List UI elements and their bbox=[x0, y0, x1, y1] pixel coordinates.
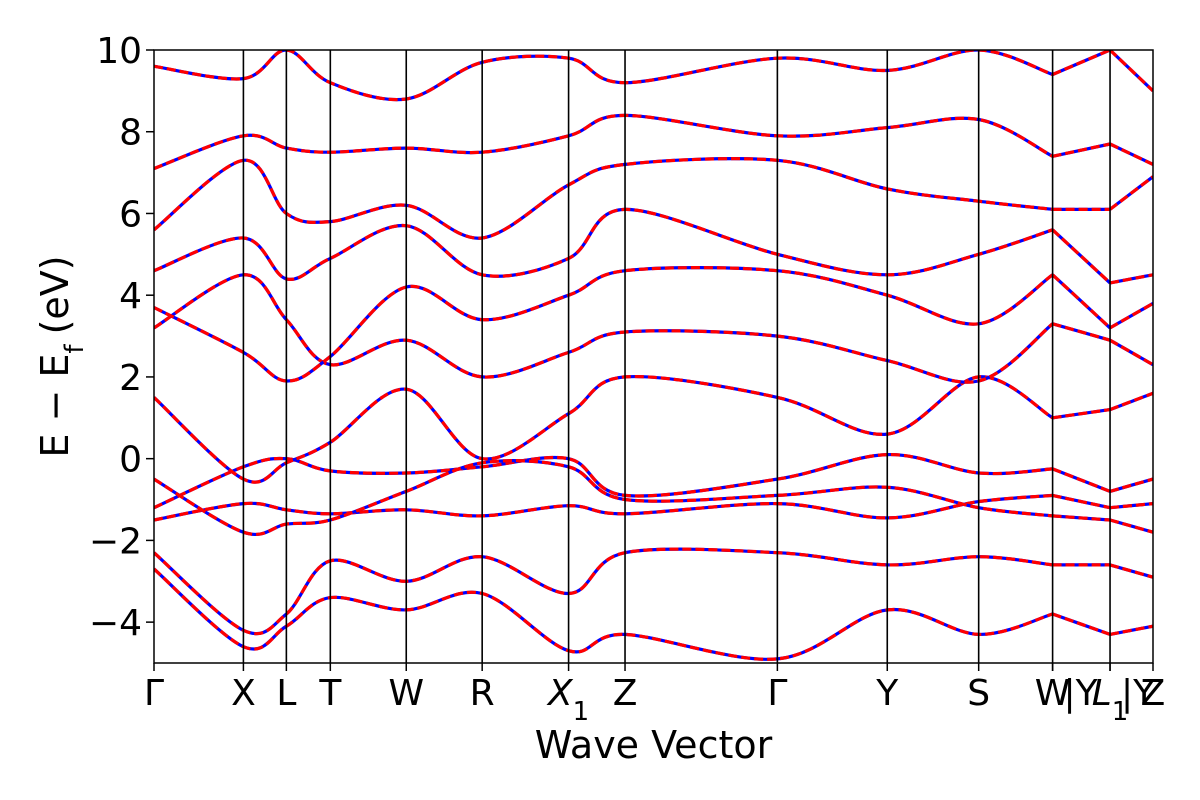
y-tick-label: 8 bbox=[119, 113, 142, 154]
x-tick-label: X1 bbox=[546, 673, 589, 727]
band-6-series-2 bbox=[154, 567, 1054, 661]
band-8-series-2 bbox=[1109, 302, 1153, 330]
band-2-series-2 bbox=[1052, 493, 1111, 510]
band-3-series-2 bbox=[154, 459, 1053, 536]
y-axis: −4 −2 0 2 4 6 8 10 bbox=[89, 31, 154, 644]
band-7-series-2 bbox=[1109, 338, 1153, 367]
band-10-series-2 bbox=[1109, 175, 1153, 211]
band-11-series-2 bbox=[154, 113, 1054, 171]
x-tick-label: S bbox=[967, 673, 990, 714]
band-8-series-2 bbox=[154, 266, 1054, 383]
plot-frame bbox=[153, 49, 1154, 664]
band-6-series-2 bbox=[1052, 612, 1111, 636]
x-tick-label: T bbox=[318, 673, 342, 714]
band-3-series-2 bbox=[1052, 514, 1111, 522]
band-4-series-1 bbox=[154, 374, 1054, 484]
band-5-series-2 bbox=[154, 547, 1053, 636]
x-tick-label: |Y bbox=[1064, 673, 1099, 714]
x-axis-title: Wave Vector bbox=[535, 723, 773, 767]
band-11-series-2 bbox=[1109, 142, 1153, 166]
band-4-series-2 bbox=[154, 374, 1054, 484]
band-9-series-2 bbox=[154, 207, 1054, 281]
y-tick-label: 4 bbox=[119, 276, 142, 317]
band-3-series-2 bbox=[1109, 518, 1153, 534]
y-tick-label: 0 bbox=[119, 440, 142, 481]
x-tick-label: Z bbox=[613, 673, 638, 714]
band-9-series-1 bbox=[154, 207, 1054, 281]
x-tick-label: Γ bbox=[144, 673, 164, 714]
x-tick-label: W bbox=[388, 673, 424, 714]
band-7-series-2 bbox=[1052, 322, 1111, 342]
band-12-series-2 bbox=[154, 50, 1054, 102]
y-axis-title-subscript: f bbox=[60, 344, 90, 354]
x-tick-label: R bbox=[470, 673, 495, 714]
band-1-series-2 bbox=[1052, 467, 1111, 493]
band-10-series-1 bbox=[154, 157, 1053, 240]
band-9-series-2 bbox=[1051, 228, 1112, 285]
y-tick-label: 6 bbox=[119, 194, 142, 235]
y-tick-label: 2 bbox=[119, 358, 142, 399]
x-tick-label: Y bbox=[875, 673, 899, 714]
band-12-series-2 bbox=[1051, 50, 1111, 76]
y-tick-label: 10 bbox=[96, 31, 142, 72]
band-12-series-1 bbox=[154, 50, 1054, 102]
band-1-series-2 bbox=[1109, 477, 1153, 493]
x-tick-label: X bbox=[231, 673, 256, 714]
x-tick-label: L bbox=[276, 673, 296, 714]
kpoint-lines bbox=[242, 50, 1111, 663]
band-12-series-2 bbox=[1108, 50, 1153, 93]
x-tick-label: |Y bbox=[1121, 673, 1156, 714]
x-tick-label: W bbox=[1035, 673, 1071, 714]
y-axis-title-unit: (eV) bbox=[33, 255, 77, 334]
band-4-series-2 bbox=[1052, 408, 1111, 420]
x-tick-label: L1 bbox=[1092, 673, 1129, 727]
band-7-series-1 bbox=[154, 273, 1054, 384]
band-lines bbox=[154, 50, 1153, 661]
x-tick-label: Z bbox=[1141, 673, 1166, 714]
band-6-series-2 bbox=[1109, 624, 1153, 636]
band-10-series-2 bbox=[154, 157, 1053, 240]
x-axis: Γ X L T W R X1 Z Γ Y S W|YL1|YZ bbox=[144, 663, 1165, 727]
band-2-series-2 bbox=[1109, 502, 1153, 510]
y-axis-title-main: E − E bbox=[33, 354, 77, 458]
y-tick-label: −2 bbox=[89, 521, 142, 562]
band-11-series-2 bbox=[1052, 142, 1111, 158]
band-8-series-2 bbox=[1051, 273, 1112, 330]
y-tick-label: −4 bbox=[89, 603, 142, 644]
band-9-series-2 bbox=[1109, 273, 1153, 285]
band-5-series-2 bbox=[1109, 563, 1153, 579]
band-7-series-2 bbox=[154, 273, 1054, 384]
x-tick-label: Γ bbox=[767, 673, 787, 714]
band-1-series-2 bbox=[154, 452, 1053, 510]
band-2-series-2 bbox=[154, 493, 1053, 522]
band-4-series-2 bbox=[1109, 391, 1153, 412]
y-axis-title: E − Ef (eV) bbox=[33, 255, 90, 457]
